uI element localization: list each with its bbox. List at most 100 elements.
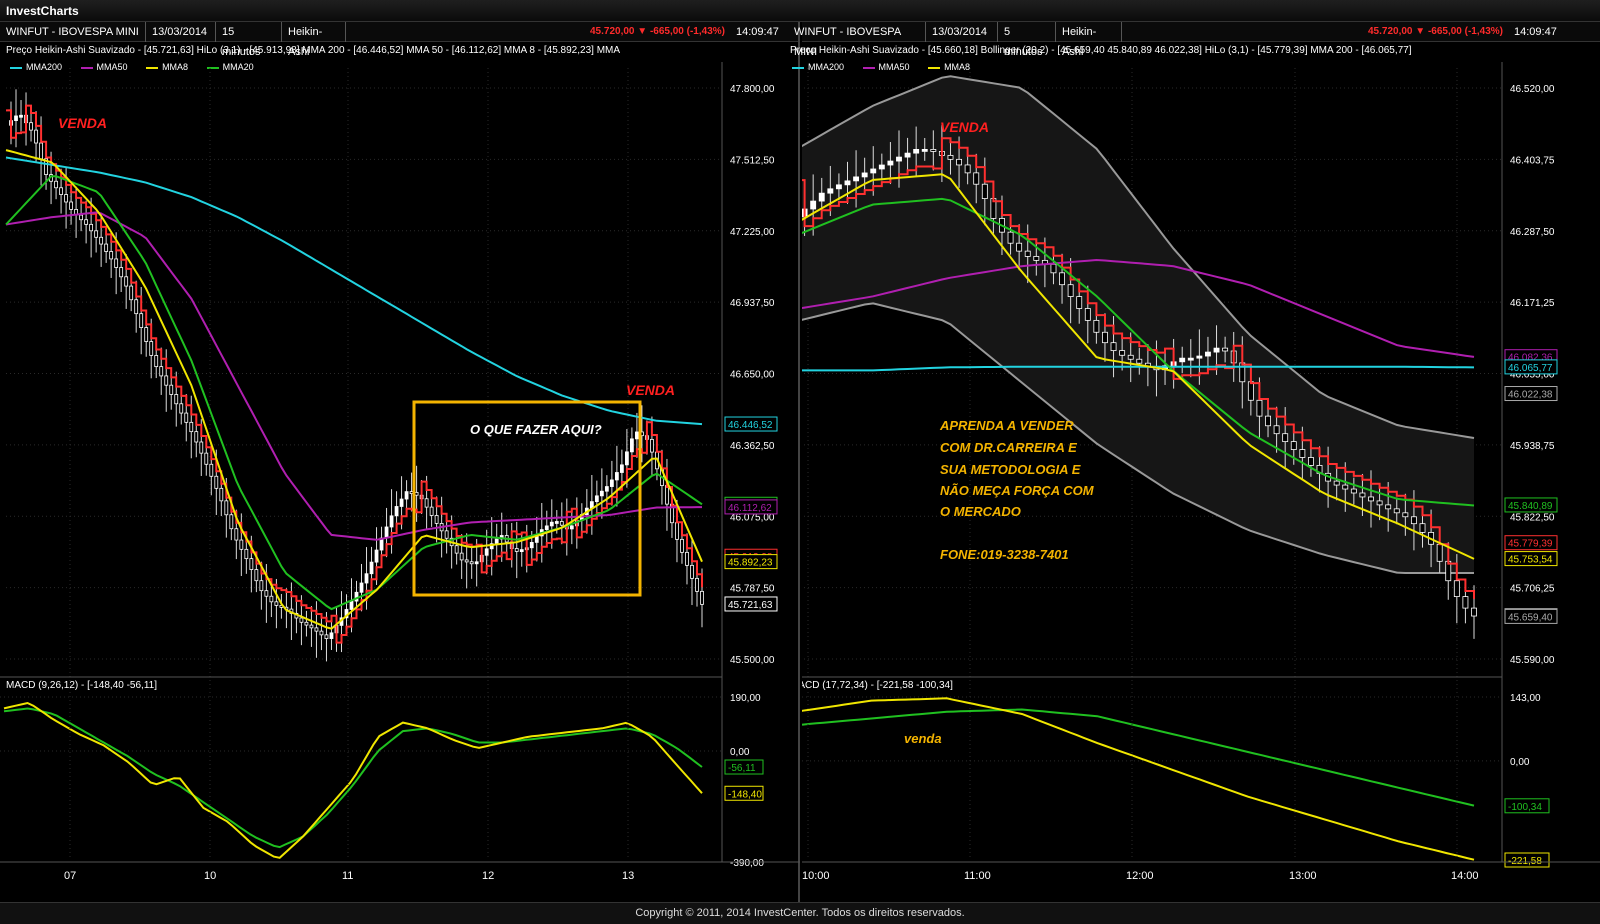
symbol-selector[interactable]: WINFUT - IBOVESPA MINI bbox=[788, 22, 926, 58]
macd-value-tag bbox=[1504, 798, 1550, 814]
sell-annotation-1: VENDA bbox=[58, 115, 107, 131]
date-field[interactable]: 13/03/2014 bbox=[926, 22, 998, 42]
chart-canvas-left[interactable]: 190,000,00-390,00-56,11-148,4047.800,004… bbox=[0, 22, 800, 902]
candle-body bbox=[384, 526, 389, 539]
price-tick-label: 45.706,25 bbox=[1510, 584, 1555, 595]
copyright-footer: Copyright © 2011, 2014 InvestCenter. Tod… bbox=[0, 902, 1600, 924]
candle-body bbox=[569, 525, 574, 530]
candle-body bbox=[904, 152, 911, 158]
candle-body bbox=[364, 573, 369, 584]
macd-value-tag bbox=[724, 785, 764, 801]
macd-signal-line bbox=[802, 708, 1475, 807]
candle-body bbox=[844, 180, 851, 186]
candle-body bbox=[609, 479, 614, 487]
chart-panel-15min[interactable]: WINFUT - IBOVESPA MINI 13/03/2014 15 min… bbox=[0, 22, 800, 902]
candle-body bbox=[19, 114, 23, 118]
candle-body bbox=[174, 394, 179, 405]
candle-body bbox=[464, 559, 469, 563]
symbol-selector[interactable]: WINFUT - IBOVESPA MINI bbox=[0, 22, 146, 42]
candle-body bbox=[494, 538, 499, 545]
candle-body bbox=[234, 528, 239, 541]
candle-body bbox=[514, 548, 519, 552]
clock: 14:09:47 bbox=[1514, 26, 1557, 38]
candle-body bbox=[164, 375, 169, 386]
candle-body bbox=[1342, 484, 1349, 490]
x-tick-label: 07 bbox=[64, 870, 76, 882]
x-tick-label: 12:00 bbox=[1126, 870, 1154, 882]
interval-selector[interactable]: 5 minutos bbox=[998, 22, 1056, 58]
chart-style-selector[interactable]: Heikin-Ashi bbox=[1056, 22, 1122, 58]
candle-body bbox=[404, 491, 409, 500]
candle-body bbox=[1247, 381, 1254, 401]
candle-body bbox=[1307, 457, 1314, 466]
candle-body bbox=[184, 412, 189, 423]
macd-tick-label: -390,00 bbox=[730, 858, 764, 869]
candle-body bbox=[444, 530, 449, 539]
candle-body bbox=[249, 558, 254, 570]
price-tick-label: 46.937,50 bbox=[730, 298, 775, 309]
candle-body bbox=[459, 552, 464, 561]
value-tag-label: 45.753,54 bbox=[1508, 555, 1553, 566]
candle-body bbox=[1110, 342, 1117, 352]
price-tick-label: 46.055,00 bbox=[1510, 370, 1555, 381]
candle-body bbox=[119, 267, 124, 278]
candle-body bbox=[913, 148, 920, 154]
price-tick-label: 46.520,00 bbox=[1510, 84, 1555, 95]
legend-item-mma8: MMA8 bbox=[146, 62, 188, 72]
macd-value-tag bbox=[1504, 852, 1550, 868]
x-tick-label: 11 bbox=[342, 870, 353, 882]
candle-body bbox=[94, 230, 99, 238]
interval-selector[interactable]: 15 minutos bbox=[216, 22, 282, 58]
candle-body bbox=[887, 160, 894, 166]
legend-swatch bbox=[206, 66, 219, 69]
chart-canvas-right[interactable]: 143,000,00-100,34-221,5846.520,0046.403,… bbox=[802, 22, 1600, 902]
candle-body bbox=[254, 569, 259, 582]
value-tag bbox=[1504, 359, 1558, 375]
value-tag bbox=[1504, 497, 1558, 513]
candle-body bbox=[314, 627, 319, 632]
hilo-line bbox=[5, 104, 703, 644]
sell-annotation-2: VENDA bbox=[626, 382, 675, 398]
candle-body bbox=[1067, 284, 1074, 297]
chart-style-selector[interactable]: Heikin-Ashi bbox=[282, 22, 346, 58]
price-tick-label: 46.171,25 bbox=[1510, 298, 1555, 309]
candle-body bbox=[414, 492, 419, 496]
candle-body bbox=[214, 475, 219, 489]
candle-body bbox=[665, 485, 669, 505]
value-tag-label: 46.065,77 bbox=[1508, 363, 1553, 374]
chart-panel-5min[interactable]: WINFUT - IBOVESPA MINI 13/03/2014 5 minu… bbox=[790, 22, 1600, 902]
promo-line-5: O MERCADO bbox=[940, 504, 1021, 519]
candle-body bbox=[209, 463, 214, 477]
mma50-line bbox=[802, 258, 1475, 358]
value-tag-label: 45.892,23 bbox=[728, 558, 773, 569]
candle-body bbox=[554, 521, 559, 524]
candle-body bbox=[930, 148, 937, 152]
promo-line-2: COM DR.CARREIRA E bbox=[940, 440, 1077, 455]
candle-body bbox=[264, 590, 269, 597]
candle-body bbox=[199, 441, 204, 454]
value-tag bbox=[724, 596, 778, 612]
macd-value-tag-label: -56,11 bbox=[728, 763, 756, 774]
macd-label: MACD (9,26,12) - [-148,40 -56,11] bbox=[6, 680, 157, 691]
candle-body bbox=[1471, 607, 1477, 617]
candle-body bbox=[389, 515, 394, 528]
value-tag bbox=[1504, 551, 1558, 567]
mma50-line bbox=[5, 211, 702, 541]
candle-body bbox=[154, 355, 159, 368]
price-tick-label: 45.590,00 bbox=[1510, 655, 1555, 666]
date-field[interactable]: 13/03/2014 bbox=[146, 22, 216, 42]
candle-body bbox=[239, 539, 244, 550]
candle-body bbox=[1265, 415, 1271, 427]
value-tag-label: 46.446,52 bbox=[728, 420, 773, 431]
candle-body bbox=[921, 148, 928, 152]
legend-item-mma8: MMA8 bbox=[928, 62, 970, 72]
value-tag bbox=[724, 416, 778, 432]
candle-body bbox=[324, 634, 329, 639]
candle-body bbox=[1393, 508, 1400, 514]
candle-body bbox=[1093, 319, 1100, 333]
price-tick-label: 46.403,75 bbox=[1510, 155, 1555, 166]
candle-body bbox=[947, 154, 954, 160]
candle-body bbox=[259, 580, 264, 592]
candle-body bbox=[189, 421, 194, 433]
candle-body bbox=[1299, 449, 1306, 458]
